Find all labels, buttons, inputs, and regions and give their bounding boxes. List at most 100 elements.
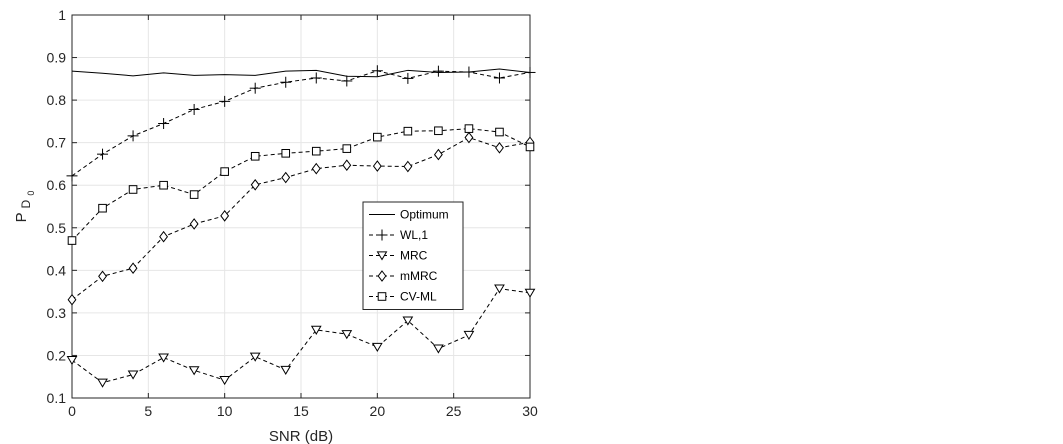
legend-label: Optimum (400, 208, 449, 222)
data-point (464, 131, 474, 144)
data-point (372, 160, 382, 172)
data-point (128, 185, 138, 194)
data-point (310, 325, 322, 335)
x-tick-label: 20 (370, 403, 386, 419)
y-tick-label: 1 (58, 7, 66, 23)
legend-label: WL,1 (400, 228, 428, 242)
legend-marker (377, 292, 387, 301)
data-point (188, 366, 200, 376)
data-point (189, 218, 199, 230)
series-line (71, 70, 531, 177)
y-tick-label: 0.2 (47, 347, 67, 363)
legend-entry: WL,1 (369, 228, 428, 242)
y-axis-label-main: P (13, 212, 30, 222)
x-tick-label: 15 (293, 403, 309, 419)
data-point (342, 144, 352, 153)
data-point (524, 288, 536, 298)
legend-label: mMRC (400, 269, 438, 283)
data-point (281, 171, 291, 184)
x-tick-label: 0 (68, 403, 76, 419)
series-mrc (66, 284, 536, 388)
data-point (97, 378, 108, 388)
data-point (434, 126, 443, 136)
data-point (403, 160, 413, 173)
data-point (310, 72, 322, 84)
data-point (67, 293, 77, 306)
data-point (98, 270, 107, 283)
legend-marker (377, 270, 387, 282)
data-point (433, 148, 443, 161)
data-point (432, 65, 444, 77)
axis-ticks: 0 5 10 15 20 25 30 0.1 0.2 0.3 0.4 0.5 0.6 0.7 0.8 0.9 1 (47, 7, 538, 419)
data-point (127, 130, 139, 142)
y-axis-label-subsubscript: 0 (26, 191, 36, 196)
data-point (280, 365, 292, 375)
data-point (371, 342, 383, 352)
data-point (188, 103, 200, 115)
x-tick-label: 10 (217, 403, 233, 419)
data-point (402, 316, 414, 326)
series-line (71, 128, 531, 241)
series (66, 65, 536, 388)
y-tick-label: 0.4 (47, 262, 67, 278)
data-point (495, 141, 504, 154)
data-point (281, 149, 291, 158)
data-point (219, 95, 231, 107)
data-point (371, 65, 383, 77)
data-point (311, 146, 321, 156)
legend-label: MRC (400, 249, 428, 263)
y-tick-label: 0.9 (47, 50, 67, 66)
series-optimum (71, 68, 531, 78)
data-point (463, 330, 475, 341)
legend-label: CV-ML (400, 290, 437, 304)
y-axis-label-subscript: D (19, 199, 33, 208)
legend-marker (376, 251, 388, 261)
data-point (250, 178, 260, 191)
legend-marker (376, 229, 388, 241)
series-line (71, 288, 531, 384)
y-tick-label: 0.5 (47, 220, 67, 236)
y-tick-label: 0.1 (47, 390, 67, 406)
data-point (311, 162, 321, 175)
data-point (219, 376, 231, 386)
data-point (341, 75, 353, 87)
series-wl-1 (66, 65, 536, 182)
data-point (158, 353, 169, 363)
data-point (67, 236, 77, 245)
data-point (220, 167, 229, 176)
x-axis-label: SNR (dB) (269, 428, 333, 444)
series-line (71, 137, 531, 301)
data-point (433, 344, 444, 354)
series-cv-ml (67, 124, 535, 245)
data-point (280, 76, 292, 88)
data-point (403, 126, 413, 136)
x-tick-label: 30 (522, 403, 538, 419)
data-point (524, 66, 536, 78)
data-point (128, 262, 138, 275)
data-point (341, 330, 353, 340)
y-tick-label: 0.3 (47, 305, 67, 321)
data-point (525, 142, 535, 152)
legend-entry: Optimum (369, 208, 449, 222)
data-point (250, 151, 260, 161)
data-point (373, 132, 382, 142)
legend-entry: CV-ML (369, 290, 437, 304)
data-point (159, 180, 168, 190)
data-point (464, 124, 474, 133)
data-point (402, 72, 414, 84)
data-point (159, 230, 169, 243)
data-point (66, 356, 78, 366)
y-axis-label: P D 0 (13, 191, 36, 223)
data-point (66, 170, 78, 182)
data-point (342, 159, 352, 172)
series-mmrc (67, 131, 535, 306)
data-point (158, 118, 170, 130)
legend: Optimum WL,1 MRC mMRC CV-ML (362, 201, 464, 310)
data-point (493, 72, 505, 84)
legend-entry: MRC (369, 249, 428, 263)
series-line (71, 68, 531, 78)
y-tick-label: 0.8 (47, 92, 67, 108)
y-tick-label: 0.6 (47, 177, 67, 193)
data-point (127, 370, 139, 380)
